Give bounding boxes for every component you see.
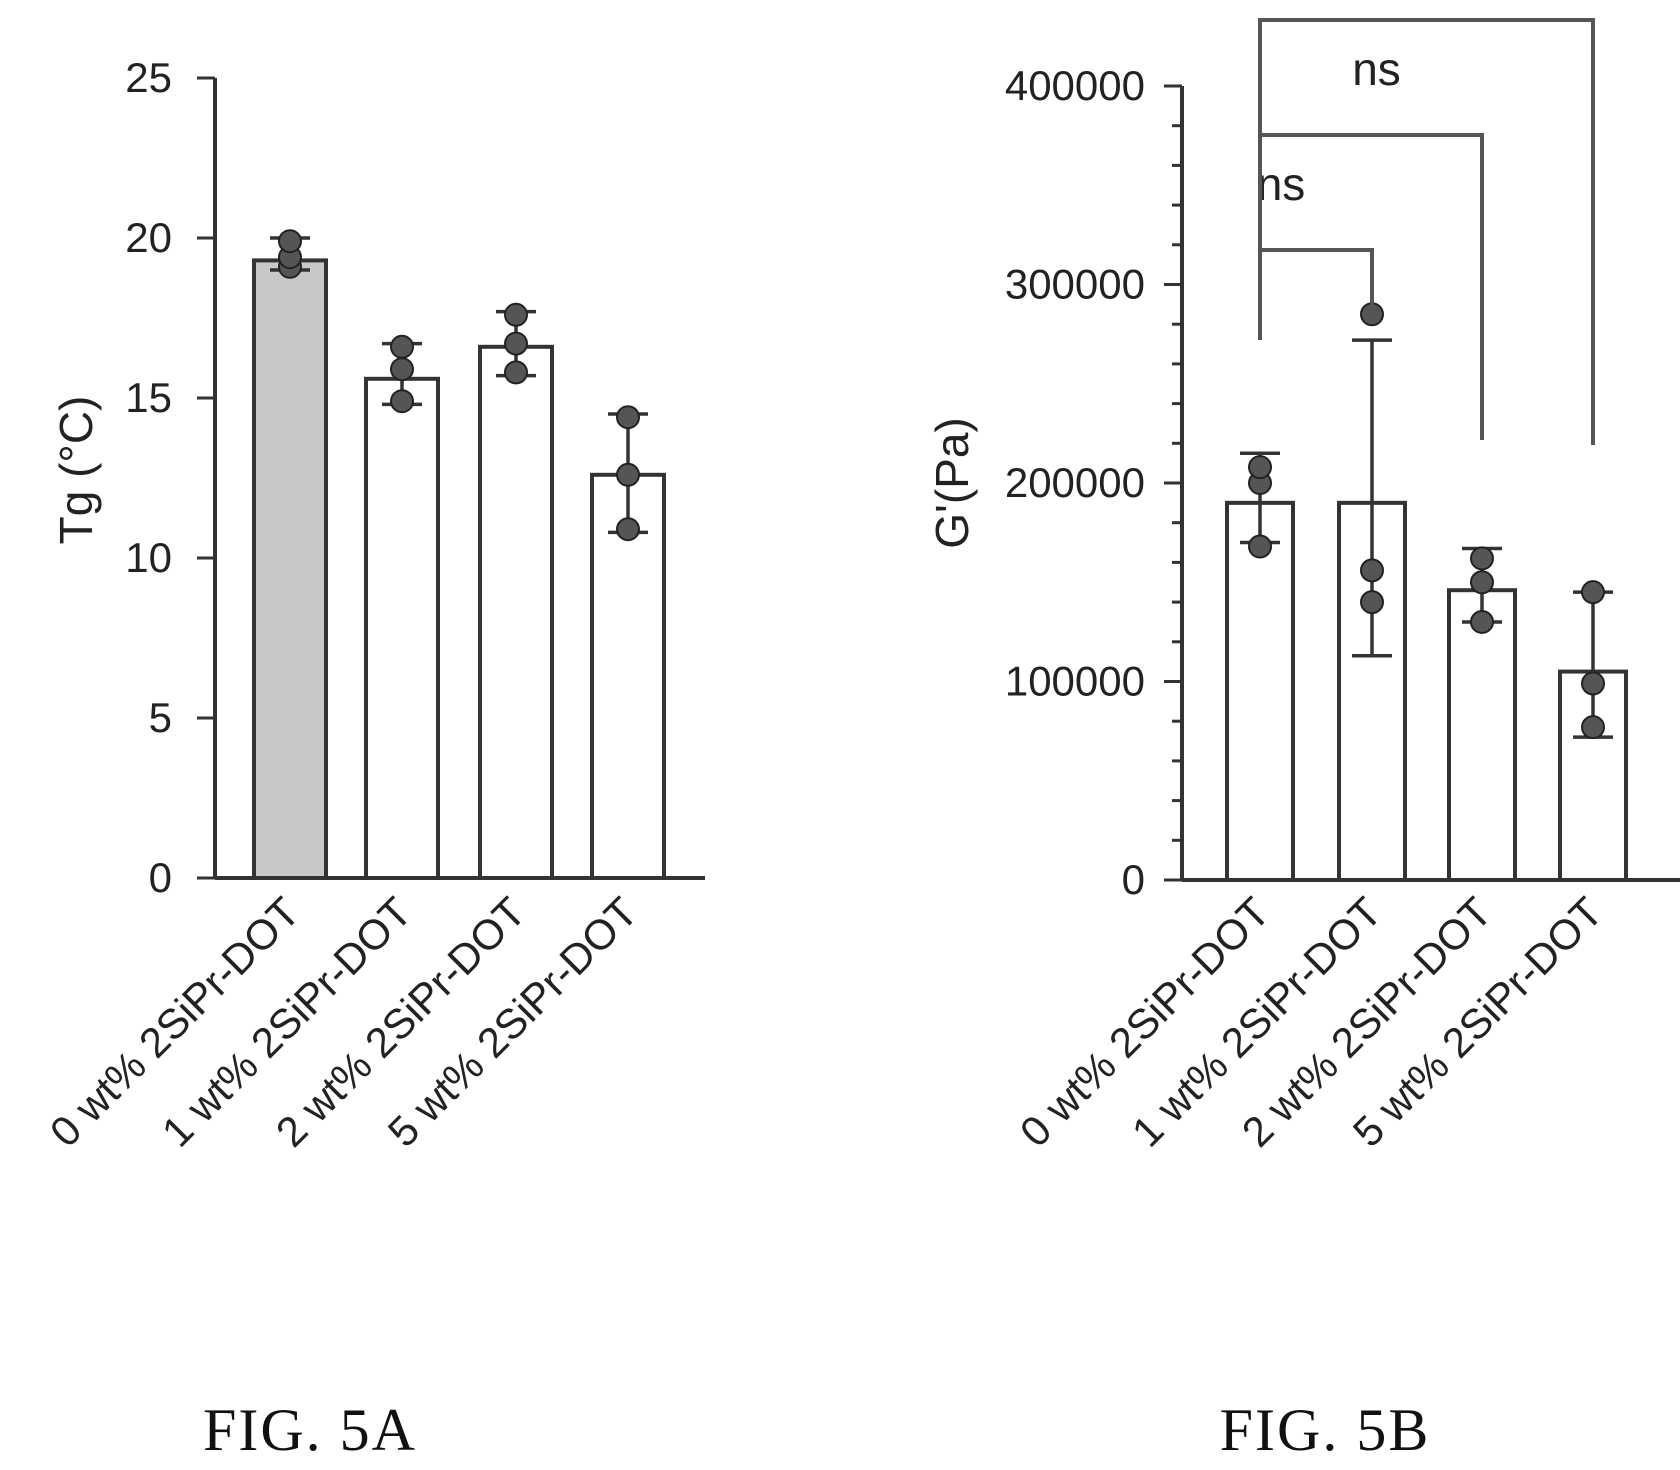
bar [478,344,554,880]
data-point [616,405,640,430]
significance-label: ns [1257,158,1306,210]
bar [364,376,440,880]
data-point [616,517,640,542]
y-tick-label: 200000 [1005,459,1145,506]
data-point [1470,546,1494,571]
data-point [1360,590,1384,615]
data-point [278,229,302,254]
data-point [390,334,414,359]
data-point [504,331,528,356]
data-point [504,302,528,327]
bar [1225,500,1295,882]
y-tick-label: 20 [125,214,172,261]
data-point [616,462,640,487]
data-point [390,389,414,414]
y-tick-label: 0 [1122,856,1145,903]
data-point [1581,715,1605,740]
significance-bracket [1258,18,1595,445]
y-axis-title: G'(Pa) [926,417,978,548]
data-point [1248,534,1272,559]
figure-caption-5b: FIG. 5B [1220,1397,1431,1463]
data-point [1360,558,1384,583]
y-tick-label: 25 [125,54,172,101]
y-tick-label: 15 [125,374,172,421]
data-point [1248,455,1272,480]
data-point [1581,671,1605,696]
y-tick-label: 100000 [1005,658,1145,705]
data-point [504,360,528,385]
data-point [1470,609,1494,634]
significance-bracket [1258,248,1374,340]
bar [1447,588,1517,882]
significance-label: ns [1352,43,1401,95]
figure-caption-5a: FIG. 5A [203,1397,417,1463]
y-tick-label: 300000 [1005,261,1145,308]
data-point [1581,580,1605,605]
data-point [1470,570,1494,595]
y-axis-title: Tg (°C) [50,396,102,545]
data-point [390,357,414,382]
y-tick-label: 400000 [1005,62,1145,109]
bar [590,472,666,880]
y-tick-label: 10 [125,534,172,581]
y-tick-label: 0 [149,854,172,901]
bar [252,258,328,880]
y-tick-label: 5 [149,694,172,741]
